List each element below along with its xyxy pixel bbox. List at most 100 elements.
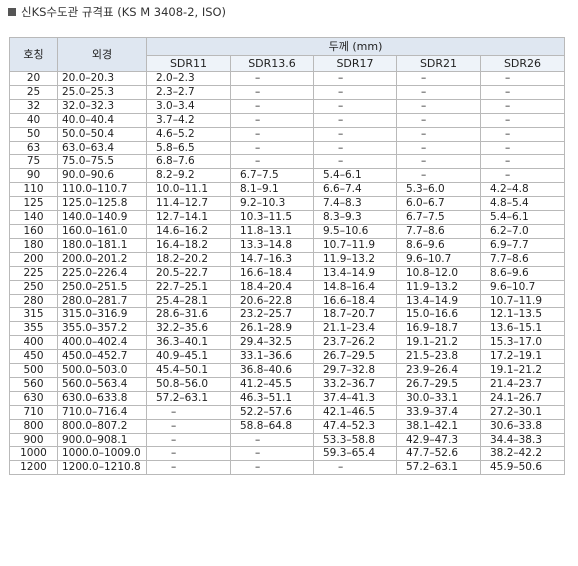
cell-outer-diameter: 800.0–807.2: [57, 418, 147, 434]
page-heading: 신KS수도관 규격표 (KS M 3408-2, ISO): [8, 3, 226, 21]
cell-sdr21: 33.9–37.4: [396, 404, 481, 420]
cell-sdr26: 4.2–4.8: [480, 182, 565, 198]
cell-outer-diameter: 315.0–316.9: [57, 307, 147, 323]
cell-sdr17: 14.8–16.4: [313, 279, 397, 295]
cell-sdr13-6: –: [230, 112, 314, 128]
cell-sdr11: 45.4–50.1: [146, 363, 231, 378]
cell-nominal: 355: [9, 321, 58, 337]
cell-sdr11: 5.8–6.5: [146, 140, 231, 156]
cell-nominal: 1000: [9, 446, 58, 462]
table-row: 125 125.0–125.8 11.4–12.7 9.2–10.3 7.4–8.3 6.…: [9, 196, 565, 212]
cell-sdr17: 16.6–18.4: [313, 293, 397, 309]
cell-sdr21: 9.6–10.7: [396, 251, 481, 267]
cell-outer-diameter: 500.0–503.0: [57, 363, 147, 378]
cell-outer-diameter: 280.0–281.7: [57, 293, 147, 309]
cell-nominal: 40: [9, 112, 58, 128]
cell-nominal: 32: [9, 98, 58, 114]
cell-sdr26: 15.3–17.0: [480, 335, 565, 351]
cell-sdr11: 50.8–56.0: [146, 376, 231, 392]
table-row: 90 90.0–90.6 8.2–9.2 6.7–7.5 5.4–6.1– –: [9, 168, 565, 184]
cell-sdr26: 6.9–7.7: [480, 237, 565, 253]
cell-nominal: 800: [9, 418, 58, 434]
table-row: 500 500.0–503.0 45.4–50.1 36.8–40.6 29.7–32.…: [9, 363, 565, 378]
table-row: 400 400.0–402.4 36.3–40.1 29.4–32.5 23.7–26.…: [9, 335, 565, 351]
cell-sdr13-6: –: [230, 460, 314, 476]
cell-sdr21: 7.7–8.6: [396, 223, 481, 239]
cell-sdr17: 29.7–32.8: [313, 363, 397, 378]
cell-sdr11: –: [146, 418, 231, 434]
cell-sdr11: 11.4–12.7: [146, 196, 231, 212]
cell-sdr13-6: –: [230, 98, 314, 114]
cell-nominal: 180: [9, 237, 58, 253]
cell-sdr26: –: [480, 168, 565, 184]
table-row: 710 710.0–716.4–52.2–57.6 42.1–46.5 33.9–37…: [9, 404, 565, 420]
cell-outer-diameter: 1200.0–1210.8: [57, 460, 147, 476]
cell-sdr11: 18.2–20.2: [146, 251, 231, 267]
cell-sdr26: –: [480, 112, 565, 128]
cell-sdr11: –: [146, 404, 231, 420]
cell-sdr21: 47.7–52.6: [396, 446, 481, 462]
cell-sdr21: –: [396, 112, 481, 128]
table-row: 1000 1000.0–1009.0– –59.3–65.4 47.7–52.6 38.…: [9, 446, 565, 462]
cell-sdr21: 57.2–63.1: [396, 460, 481, 476]
cell-outer-diameter: 200.0–201.2: [57, 251, 147, 267]
cell-nominal: 25: [9, 84, 58, 100]
table-row: 200 200.0–201.2 18.2–20.2 14.7–16.3 11.9–13.…: [9, 251, 565, 267]
cell-sdr17: 11.9–13.2: [313, 251, 397, 267]
cell-sdr21: –: [396, 140, 481, 156]
cell-sdr21: 15.0–16.6: [396, 307, 481, 323]
cell-sdr17: 6.6–7.4: [313, 182, 397, 198]
table-row: 63 63.0–63.4 5.8–6.5– – – –: [9, 140, 565, 156]
cell-sdr17: 18.7–20.7: [313, 307, 397, 323]
cell-nominal: 280: [9, 293, 58, 309]
cell-outer-diameter: 355.0–357.2: [57, 321, 147, 337]
cell-sdr21: 10.8–12.0: [396, 265, 481, 281]
cell-outer-diameter: 110.0–110.7: [57, 182, 147, 198]
table-header: 호칭 외경 두께 (mm) SDR11 SDR13.6 SDR17 SDR21 …: [9, 37, 565, 72]
cell-nominal: 900: [9, 432, 58, 448]
cell-nominal: 125: [9, 196, 58, 212]
cell-sdr21: 16.9–18.7: [396, 321, 481, 337]
cell-nominal: 225: [9, 265, 58, 281]
cell-sdr17: 7.4–8.3: [313, 196, 397, 212]
cell-sdr17: –: [313, 460, 397, 476]
cell-sdr21: 21.5–23.8: [396, 349, 481, 365]
cell-nominal: 160: [9, 223, 58, 239]
table-row: 560 560.0–563.4 50.8–56.0 41.2–45.5 33.2–36.…: [9, 376, 565, 392]
cell-sdr11: –: [146, 460, 231, 476]
cell-sdr26: 12.1–13.5: [480, 307, 565, 323]
cell-sdr13-6: 6.7–7.5: [230, 168, 314, 184]
cell-sdr17: 53.3–58.8: [313, 432, 397, 448]
cell-outer-diameter: 710.0–716.4: [57, 404, 147, 420]
cell-sdr17: 59.3–65.4: [313, 446, 397, 462]
cell-sdr11: –: [146, 432, 231, 448]
table-row: 225 225.0–226.4 20.5–22.7 16.6–18.4 13.4–14.…: [9, 265, 565, 281]
cell-sdr21: –: [396, 168, 481, 184]
table-row: 75 75.0–75.5 6.8–7.6– – – –: [9, 154, 565, 170]
cell-sdr13-6: –: [230, 154, 314, 170]
cell-outer-diameter: 160.0–161.0: [57, 223, 147, 239]
cell-sdr17: –: [313, 126, 397, 142]
cell-sdr17: –: [313, 140, 397, 156]
cell-sdr21: 5.3–6.0: [396, 182, 481, 198]
cell-sdr26: 21.4–23.7: [480, 376, 565, 392]
square-bullet-icon: [8, 8, 16, 16]
cell-sdr26: 6.2–7.0: [480, 223, 565, 239]
cell-outer-diameter: 20.0–20.3: [57, 71, 147, 86]
cell-outer-diameter: 50.0–50.4: [57, 126, 147, 142]
cell-sdr26: –: [480, 126, 565, 142]
cell-sdr26: –: [480, 154, 565, 170]
cell-sdr17: –: [313, 112, 397, 128]
cell-nominal: 75: [9, 154, 58, 170]
cell-sdr11: 20.5–22.7: [146, 265, 231, 281]
header-thickness: 두께 (mm): [146, 37, 565, 56]
cell-sdr13-6: 33.1–36.6: [230, 349, 314, 365]
cell-sdr21: 23.9–26.4: [396, 363, 481, 378]
table-row: 40 40.0–40.4 3.7–4.2– – – –: [9, 112, 565, 128]
cell-outer-diameter: 125.0–125.8: [57, 196, 147, 212]
cell-sdr26: 8.6–9.6: [480, 265, 565, 281]
cell-sdr11: 4.6–5.2: [146, 126, 231, 142]
cell-sdr13-6: 9.2–10.3: [230, 196, 314, 212]
cell-sdr17: 47.4–52.3: [313, 418, 397, 434]
cell-sdr17: 37.4–41.3: [313, 390, 397, 406]
